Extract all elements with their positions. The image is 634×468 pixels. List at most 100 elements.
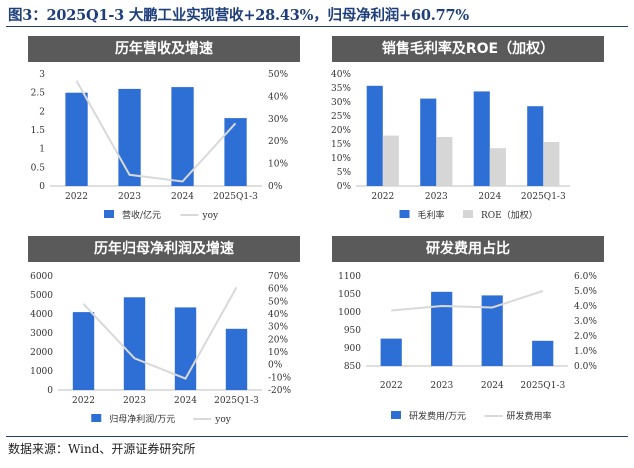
left-axis-tick-label: 15% <box>331 140 351 150</box>
left-axis-tick-label: 1000 <box>30 367 53 377</box>
right-axis-tick-label: 40% <box>268 92 288 102</box>
rd-expense-chart: 850 900 950 1000 1050 1100 0.0% 1.0% 2.0% 3.0% 4.0… <box>338 272 597 422</box>
bar <box>72 312 95 390</box>
right-axis-tick-label: 50% <box>268 70 288 80</box>
bar <box>366 85 383 186</box>
right-axis-tick-label: 30% <box>268 323 288 333</box>
left-axis-tick-label: 10% <box>331 154 351 164</box>
left-axis-tick-label: 3000 <box>30 329 53 339</box>
right-axis-tick-label: 10% <box>268 348 288 358</box>
revenue-chart-panel: 历年营收及增速 0 0.5 1 1.5 2 2.5 3 0% 10% 20% 30% 40% 50% 20… <box>28 36 300 228</box>
right-axis-tick-label: 20% <box>268 137 288 147</box>
series-line <box>391 290 544 312</box>
category-label: 2025Q1-3 <box>213 192 258 202</box>
bar <box>481 295 503 366</box>
margin-roe-chart-title: 销售毛利率及ROE（加权） <box>332 36 604 62</box>
right-axis-tick-label: 30% <box>268 115 288 125</box>
left-axis-tick-label: 0.5 <box>31 163 46 173</box>
right-axis-tick-label: 60% <box>268 285 288 295</box>
bar <box>123 297 146 390</box>
right-axis-tick-label: 0.0% <box>574 362 597 372</box>
left-axis-tick-label: 20% <box>331 126 351 136</box>
right-axis-tick-label: 10% <box>268 160 288 170</box>
legend-bar-swatch <box>463 210 473 218</box>
left-axis-tick-label: 40% <box>331 70 351 80</box>
category-label: 2024 <box>481 381 504 391</box>
figure-title: 图3：2025Q1-3 大鹏工业实现营收+28.43%，归母净利润+60.77% <box>8 7 469 24</box>
bar <box>380 338 402 366</box>
right-axis-tick-label: 4.0% <box>574 302 597 312</box>
bar <box>382 135 399 186</box>
bar <box>224 118 247 186</box>
category-label: 2023 <box>430 381 453 391</box>
bar <box>473 91 490 186</box>
left-axis-tick-label: 0% <box>337 182 352 192</box>
series-line <box>82 286 238 380</box>
legend-label: 研发费用率 <box>507 410 552 422</box>
legend-label: 归母净利润/万元 <box>109 413 175 425</box>
margin-roe-chart-panel: 销售毛利率及ROE（加权） 0% 5% 10% 15% 20% 25% 30% 35% 40% 2… <box>331 36 604 228</box>
right-axis-tick-label: 40% <box>268 310 288 320</box>
left-axis-tick-label: 2000 <box>30 348 53 358</box>
left-axis-tick-label: 5000 <box>30 291 53 301</box>
bar <box>489 148 506 186</box>
right-axis-tick-label: 2.0% <box>574 332 597 342</box>
legend-label: 毛利率 <box>418 209 445 221</box>
revenue-chart: 00.511.522.530%10%20%30%40%50%2022 2023 20… <box>31 70 289 221</box>
right-axis-tick-label: 0% <box>268 182 283 192</box>
category-label: 2025Q1-3 <box>520 381 565 391</box>
left-axis-tick-label: 2.5 <box>31 89 46 99</box>
left-axis-tick-label: 25% <box>331 112 351 122</box>
left-axis-tick-label: 1.5 <box>31 126 46 136</box>
net-profit-chart-panel: 历年归母净利润及增速 0 1000 2000 3000 4000 5000 6000 -20%… <box>28 236 300 430</box>
right-axis-tick-label: 1.0% <box>574 347 597 357</box>
category-label: 2023 <box>425 192 448 202</box>
bar <box>118 88 141 186</box>
left-axis-tick-label: 2 <box>39 107 45 117</box>
bar <box>527 106 544 186</box>
source-note: 数据来源：Wind、开源证券研究所 <box>8 442 196 456</box>
title-divider <box>6 26 628 27</box>
legend-label: yoy <box>202 211 220 221</box>
category-label: 2025Q1-3 <box>521 192 566 202</box>
left-axis-tick-label: 30% <box>331 98 351 108</box>
right-axis-tick-label: 0% <box>268 361 283 371</box>
bar <box>65 92 88 186</box>
left-axis-tick-label: 1100 <box>338 272 361 282</box>
legend-bar-swatch <box>399 210 410 218</box>
left-axis-tick-label: 0 <box>47 386 53 396</box>
category-label: 2022 <box>65 192 88 202</box>
net-profit-chart: 0 1000 2000 3000 4000 5000 6000 -20% -10% 0% 10% 20… <box>30 272 291 425</box>
left-axis-tick-label: 5% <box>337 168 352 178</box>
left-axis-tick-label: 850 <box>344 362 361 372</box>
right-axis-tick-label: 70% <box>268 272 288 282</box>
net-profit-chart-title: 历年归母净利润及增速 <box>28 236 300 262</box>
revenue-chart-title: 历年营收及增速 <box>28 36 300 62</box>
margin-roe-chart: 0% 5% 10% 15% 20% 25% 30% 35% 40% 2022 2023 2024 202… <box>331 70 570 221</box>
legend-label: 研发费用/万元 <box>409 410 466 422</box>
legend-bar-swatch <box>391 411 401 419</box>
left-axis-tick-label: 4000 <box>30 310 53 320</box>
left-axis-tick-label: 1 <box>39 145 45 155</box>
left-axis-tick-label: 0 <box>39 182 45 192</box>
right-axis-tick-label: 3.0% <box>574 317 597 327</box>
right-axis-tick-label: 6.0% <box>574 272 597 282</box>
legend-bar-swatch <box>91 414 102 422</box>
left-axis-tick-label: 900 <box>344 344 361 354</box>
bar <box>543 142 560 186</box>
left-axis-tick-label: 1000 <box>338 308 361 318</box>
right-axis-tick-label: 50% <box>268 297 288 307</box>
left-axis-tick-label: 1050 <box>338 290 361 300</box>
category-label: 2024 <box>174 396 197 406</box>
bar <box>431 291 453 366</box>
category-label: 2024 <box>478 192 501 202</box>
category-label: 2023 <box>118 192 141 202</box>
category-label: 2022 <box>371 192 394 202</box>
category-label: 2023 <box>123 396 146 406</box>
bar <box>225 328 248 390</box>
legend-label: ROE（加权） <box>481 209 538 221</box>
category-label: 2022 <box>380 381 403 391</box>
rd-expense-chart-title: 研发费用占比 <box>332 236 604 262</box>
right-axis-tick-label: 20% <box>268 335 288 345</box>
left-axis-tick-label: 950 <box>344 326 361 336</box>
